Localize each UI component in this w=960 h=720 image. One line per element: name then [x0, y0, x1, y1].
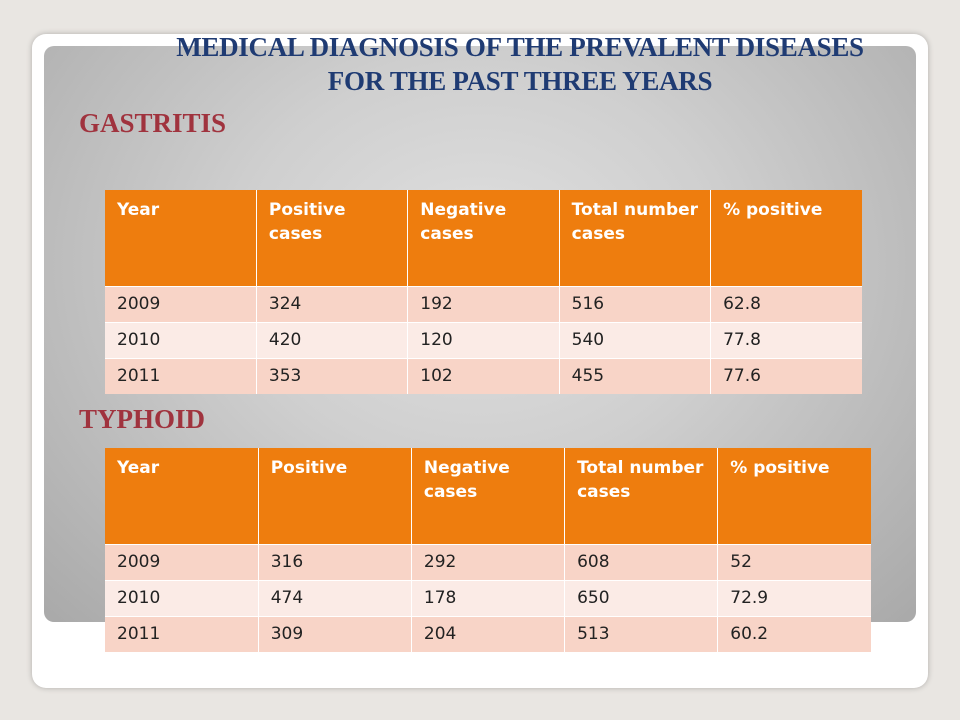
gastritis-table: Year Positive cases Negative cases Total… — [105, 190, 862, 394]
cell-negative: 292 — [411, 543, 566, 580]
cell-percent: 77.8 — [710, 321, 862, 358]
table-row: 2010 420 120 540 77.8 — [105, 321, 862, 358]
column-header-year: Year — [105, 448, 259, 544]
cell-total: 650 — [564, 579, 719, 616]
column-header-positive: Positive — [258, 448, 412, 544]
column-header-year: Year — [105, 190, 257, 286]
cell-total: 608 — [564, 543, 719, 580]
column-header-positive: Positive cases — [256, 190, 409, 286]
table-row: 2009 324 192 516 62.8 — [105, 285, 862, 322]
cell-total: 540 — [559, 321, 712, 358]
table-row: 2011 309 204 513 60.2 — [105, 615, 871, 652]
table-header-row: Year Positive cases Negative cases Total… — [105, 190, 862, 286]
column-header-total: Total number cases — [559, 190, 712, 286]
column-header-percent: % positive — [717, 448, 871, 544]
cell-positive: 316 — [258, 543, 412, 580]
slide-title-line1: MEDICAL DIAGNOSIS OF THE PREVALENT DISEA… — [176, 32, 864, 62]
cell-total: 513 — [564, 615, 719, 652]
column-header-negative: Negative cases — [411, 448, 566, 544]
cell-negative: 204 — [411, 615, 566, 652]
typhoid-table: Year Positive Negative cases Total numbe… — [105, 448, 871, 652]
column-header-percent: % positive — [710, 190, 862, 286]
cell-year: 2010 — [105, 321, 257, 358]
table-header-row: Year Positive Negative cases Total numbe… — [105, 448, 871, 544]
cell-year: 2011 — [105, 357, 257, 394]
cell-negative: 192 — [407, 285, 560, 322]
slide-title: MEDICAL DIAGNOSIS OF THE PREVALENT DISEA… — [60, 30, 960, 98]
cell-percent: 52 — [717, 543, 871, 580]
table-row: 2009 316 292 608 52 — [105, 543, 871, 580]
cell-total: 455 — [559, 357, 712, 394]
cell-positive: 353 — [256, 357, 409, 394]
column-header-total: Total number cases — [564, 448, 719, 544]
table-row: 2010 474 178 650 72.9 — [105, 579, 871, 616]
cell-percent: 77.6 — [710, 357, 862, 394]
cell-negative: 120 — [407, 321, 560, 358]
table-row: 2011 353 102 455 77.6 — [105, 357, 862, 394]
cell-percent: 72.9 — [717, 579, 871, 616]
cell-positive: 324 — [256, 285, 409, 322]
cell-total: 516 — [559, 285, 712, 322]
typhoid-heading: TYPHOID — [79, 404, 206, 434]
cell-year: 2011 — [105, 615, 259, 652]
cell-positive: 309 — [258, 615, 412, 652]
cell-year: 2009 — [105, 543, 259, 580]
gastritis-heading: GASTRITIS — [79, 108, 227, 138]
cell-percent: 60.2 — [717, 615, 871, 652]
cell-year: 2009 — [105, 285, 257, 322]
cell-negative: 102 — [407, 357, 560, 394]
cell-percent: 62.8 — [710, 285, 862, 322]
cell-negative: 178 — [411, 579, 566, 616]
cell-positive: 474 — [258, 579, 412, 616]
cell-year: 2010 — [105, 579, 259, 616]
slide-title-line2: FOR THE PAST THREE YEARS — [327, 66, 713, 96]
column-header-negative: Negative cases — [407, 190, 560, 286]
cell-positive: 420 — [256, 321, 409, 358]
